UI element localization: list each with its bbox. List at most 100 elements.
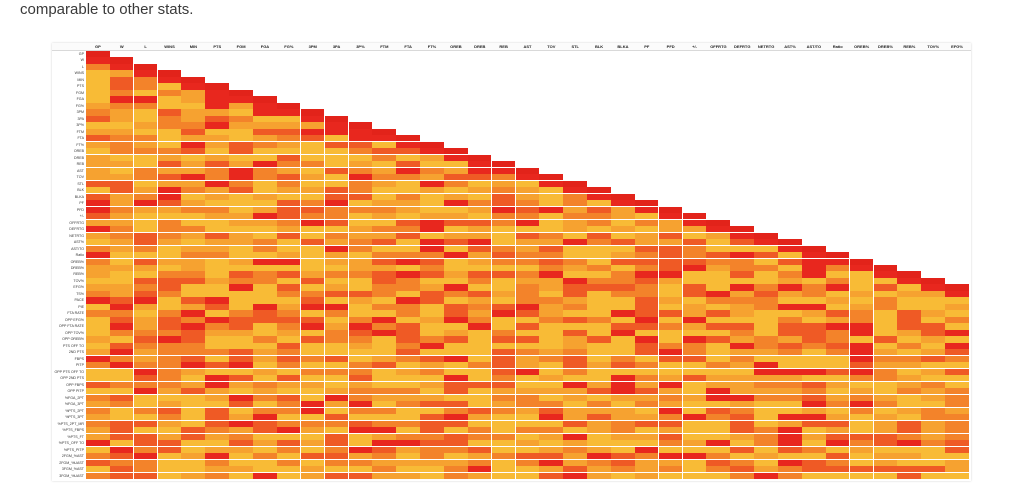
- heatmap-cell: [348, 342, 373, 349]
- row-label: OPP FTA RATE: [58, 324, 84, 329]
- heatmap-cell: [778, 297, 802, 304]
- heatmap-cell: [587, 407, 611, 414]
- heatmap-cell: [157, 141, 182, 148]
- row-label: OPP FBPS: [66, 382, 84, 387]
- heatmap-cell: [945, 453, 969, 460]
- heatmap-cell: [157, 219, 182, 226]
- heatmap-cell: [611, 427, 635, 434]
- heatmap-cell: [181, 135, 206, 142]
- heatmap-cell: [420, 355, 444, 362]
- heatmap-cell: [276, 401, 301, 408]
- heatmap-cell: [157, 407, 182, 414]
- heatmap-cell: [563, 213, 587, 220]
- column-header: OREB: [450, 44, 462, 49]
- heatmap-cell: [205, 271, 229, 278]
- diagonal-cell: [467, 154, 492, 161]
- heatmap-cell: [443, 187, 468, 194]
- heatmap-cell: [372, 303, 396, 311]
- heatmap-cell: [611, 277, 635, 285]
- heatmap-cell: [300, 375, 325, 382]
- heatmap-cell: [515, 459, 540, 466]
- row-label: WINS: [74, 71, 84, 76]
- heatmap-cell: [396, 226, 420, 233]
- heatmap-cell: [945, 349, 969, 356]
- row-label: FGM: [76, 90, 84, 95]
- heatmap-cell: [611, 440, 635, 447]
- heatmap-cell: [300, 355, 325, 362]
- heatmap-cell: [778, 394, 802, 401]
- heatmap-cell: [587, 362, 611, 369]
- heatmap-cell: [157, 174, 182, 181]
- heatmap-cell: [181, 161, 206, 168]
- heatmap-cell: [300, 368, 325, 375]
- heatmap-cell: [467, 297, 492, 304]
- heatmap-cell: [157, 89, 182, 97]
- heatmap-cell: [86, 349, 110, 356]
- heatmap-cell: [420, 342, 444, 349]
- heatmap-cell: [921, 381, 945, 388]
- heatmap-cell: [86, 355, 110, 362]
- heatmap-cell: [420, 362, 444, 369]
- heatmap-cell: [86, 472, 110, 479]
- heatmap-cell: [372, 239, 396, 246]
- heatmap-cell: [229, 258, 253, 265]
- heatmap-cell: [324, 141, 349, 148]
- heatmap-cell: [730, 265, 754, 272]
- heatmap-cell: [109, 89, 134, 97]
- heatmap-cell: [348, 427, 373, 434]
- heatmap-cell: [300, 323, 325, 330]
- heatmap-cell: [443, 446, 468, 453]
- heatmap-cell: [300, 128, 325, 135]
- heatmap-cell: [587, 290, 611, 298]
- heatmap-cell: [420, 258, 444, 265]
- heatmap-cell: [276, 362, 301, 369]
- heatmap-cell: [730, 368, 754, 375]
- heatmap-cell: [706, 388, 731, 395]
- heatmap-cell: [157, 459, 182, 466]
- heatmap-cell: [253, 252, 277, 259]
- heatmap-cell: [276, 122, 301, 129]
- heatmap-cell: [157, 258, 182, 265]
- row-label: OPP 2ND PTS: [60, 376, 84, 381]
- heatmap-cell: [682, 226, 707, 233]
- heatmap-cell: [396, 459, 420, 466]
- heatmap-cell: [921, 303, 945, 311]
- heatmap-cell: [205, 336, 229, 343]
- heatmap-cell: [849, 414, 874, 421]
- heatmap-cell: [300, 284, 325, 291]
- heatmap-cell: [611, 368, 635, 375]
- heatmap-cell: [849, 355, 874, 362]
- heatmap-cell: [253, 290, 277, 298]
- heatmap-cell: [515, 258, 540, 265]
- heatmap-cell: [682, 336, 707, 343]
- heatmap-cell: [181, 414, 206, 421]
- heatmap-cell: [515, 375, 540, 382]
- heatmap-cell: [873, 329, 898, 337]
- heatmap-cell: [467, 472, 492, 479]
- heatmap-cell: [563, 232, 587, 239]
- row-label: 2FGM_%UAST: [59, 460, 84, 465]
- heatmap-cell: [276, 394, 301, 401]
- heatmap-cell: [682, 349, 707, 356]
- heatmap-cell: [372, 414, 396, 421]
- heatmap-cell: [706, 407, 731, 414]
- heatmap-cell: [563, 297, 587, 304]
- heatmap-cell: [563, 252, 587, 259]
- heatmap-cell: [706, 466, 731, 473]
- heatmap-cell: [157, 245, 182, 252]
- heatmap-cell: [706, 368, 731, 375]
- heatmap-cell: [611, 329, 635, 337]
- heatmap-cell: [634, 329, 659, 337]
- heatmap-cell: [276, 329, 301, 337]
- heatmap-cell: [372, 381, 396, 388]
- row-label: TOV%: [73, 278, 84, 283]
- diagonal-cell: [229, 89, 253, 97]
- heatmap-cell: [133, 141, 158, 148]
- heatmap-cell: [205, 115, 229, 123]
- heatmap-cell: [754, 362, 778, 369]
- heatmap-cell: [205, 200, 229, 207]
- heatmap-cell: [706, 446, 731, 453]
- heatmap-cell: [754, 297, 778, 304]
- heatmap-cell: [229, 277, 253, 285]
- row-label: PF: [79, 201, 84, 206]
